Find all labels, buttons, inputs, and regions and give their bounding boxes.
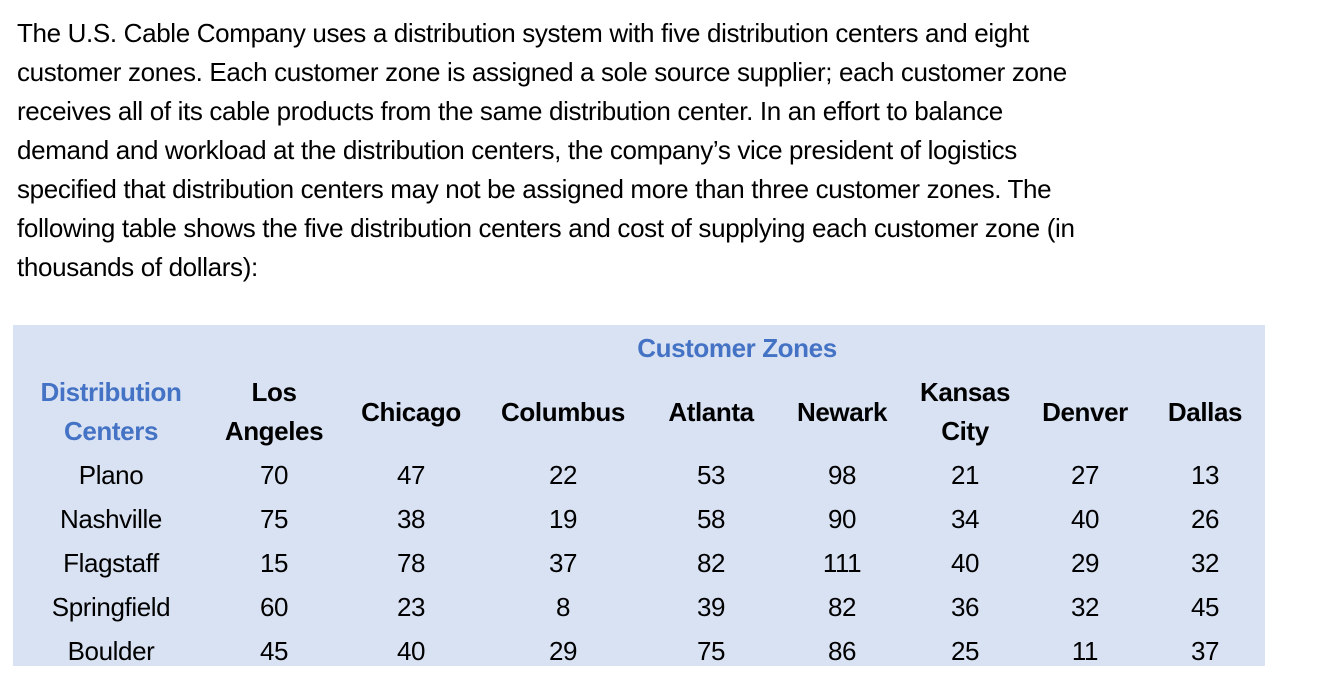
- cost-cell: 75: [696, 636, 726, 666]
- paragraph-line: thousands of dollars):: [17, 252, 258, 282]
- cost-cell: 60: [259, 592, 289, 622]
- column-header-kansas-city: Kansas City: [919, 377, 1011, 446]
- cost-cell: 8: [555, 592, 571, 622]
- distribution-centers-header: Distribution Centers: [40, 377, 182, 446]
- paragraph-line: customer zones. Each customer zone is as…: [17, 57, 1067, 87]
- table-row-springfield: Springfield 60 23 8 39 82 36 32 45: [13, 585, 1265, 629]
- cost-cell: 32: [1070, 592, 1100, 622]
- column-header-atlanta: Atlanta: [668, 396, 754, 427]
- cost-cell: 27: [1070, 460, 1100, 490]
- cost-cell: 38: [396, 504, 426, 534]
- table-row-plano: Plano 70 47 22 53 98 21 27 13: [13, 453, 1265, 497]
- customer-zones-header: Customer Zones: [637, 332, 837, 363]
- cost-cell: 37: [1190, 636, 1220, 666]
- cost-table-container: Customer Zones Distribution Centers Los …: [13, 325, 1265, 666]
- cost-cell: 21: [950, 460, 980, 490]
- cost-cell: 26: [1190, 504, 1220, 534]
- column-header-columbus: Columbus: [501, 396, 625, 427]
- cost-cell: 58: [696, 504, 726, 534]
- cost-cell: 82: [827, 592, 857, 622]
- cost-cell: 111: [822, 548, 862, 578]
- cost-cell: 15: [259, 548, 289, 578]
- column-header-los-angeles: Los Angeles: [224, 377, 324, 446]
- cost-cell: 32: [1190, 548, 1220, 578]
- cost-cell: 47: [396, 460, 426, 490]
- cost-cell: 29: [1070, 548, 1100, 578]
- column-header-chicago: Chicago: [361, 396, 461, 427]
- column-header-newark: Newark: [796, 396, 888, 427]
- cost-cell: 22: [548, 460, 578, 490]
- cost-cell: 29: [548, 636, 578, 666]
- row-header-cell: Plano: [78, 460, 144, 490]
- cost-cell: 98: [827, 460, 857, 490]
- cost-cell: 40: [1070, 504, 1100, 534]
- problem-statement: The U.S. Cable Company uses a distributi…: [17, 14, 1297, 287]
- paragraph-line: demand and workload at the distribution …: [17, 135, 1017, 165]
- cost-cell: 34: [950, 504, 980, 534]
- paragraph-line: The U.S. Cable Company uses a distributi…: [17, 18, 1029, 48]
- cost-cell: 36: [950, 592, 980, 622]
- group-header-row: Customer Zones: [13, 325, 1265, 371]
- cost-cell: 19: [548, 504, 578, 534]
- cost-cell: 75: [259, 504, 289, 534]
- cost-cell: 90: [827, 504, 857, 534]
- cost-cell: 23: [396, 592, 426, 622]
- table-row-nashville: Nashville 75 38 19 58 90 34 40 26: [13, 497, 1265, 541]
- empty-corner-cell: [13, 325, 209, 371]
- paragraph-line: following table shows the five distribut…: [17, 213, 1075, 243]
- row-header-cell: Springfield: [51, 592, 171, 622]
- cost-cell: 37: [548, 548, 578, 578]
- row-header-cell: Boulder: [67, 636, 155, 666]
- cost-cell: 39: [696, 592, 726, 622]
- cost-cell: 25: [950, 636, 980, 666]
- table-row-boulder: Boulder 45 40 29 75 86 25 11 37: [13, 629, 1265, 673]
- cost-cell: 45: [259, 636, 289, 666]
- cost-cell: 82: [696, 548, 726, 578]
- column-header-row: Distribution Centers Los Angeles Chicago…: [13, 371, 1265, 453]
- cost-cell: 45: [1190, 592, 1220, 622]
- cost-table: Customer Zones Distribution Centers Los …: [13, 325, 1265, 673]
- paragraph-line: receives all of its cable products from …: [17, 96, 1003, 126]
- cost-cell: 86: [827, 636, 857, 666]
- cost-cell: 40: [396, 636, 426, 666]
- cost-cell: 78: [396, 548, 426, 578]
- cost-cell: 53: [696, 460, 726, 490]
- cost-cell: 70: [259, 460, 289, 490]
- cost-cell: 13: [1190, 460, 1220, 490]
- paragraph-line: specified that distribution centers may …: [17, 174, 1052, 204]
- column-header-denver: Denver: [1042, 396, 1128, 427]
- cost-cell: 40: [950, 548, 980, 578]
- cost-cell: 11: [1071, 636, 1099, 666]
- table-row-flagstaff: Flagstaff 15 78 37 82 111 40 29 32: [13, 541, 1265, 585]
- row-header-cell: Flagstaff: [63, 548, 159, 578]
- row-header-cell: Nashville: [60, 504, 162, 534]
- column-header-dallas: Dallas: [1167, 396, 1243, 427]
